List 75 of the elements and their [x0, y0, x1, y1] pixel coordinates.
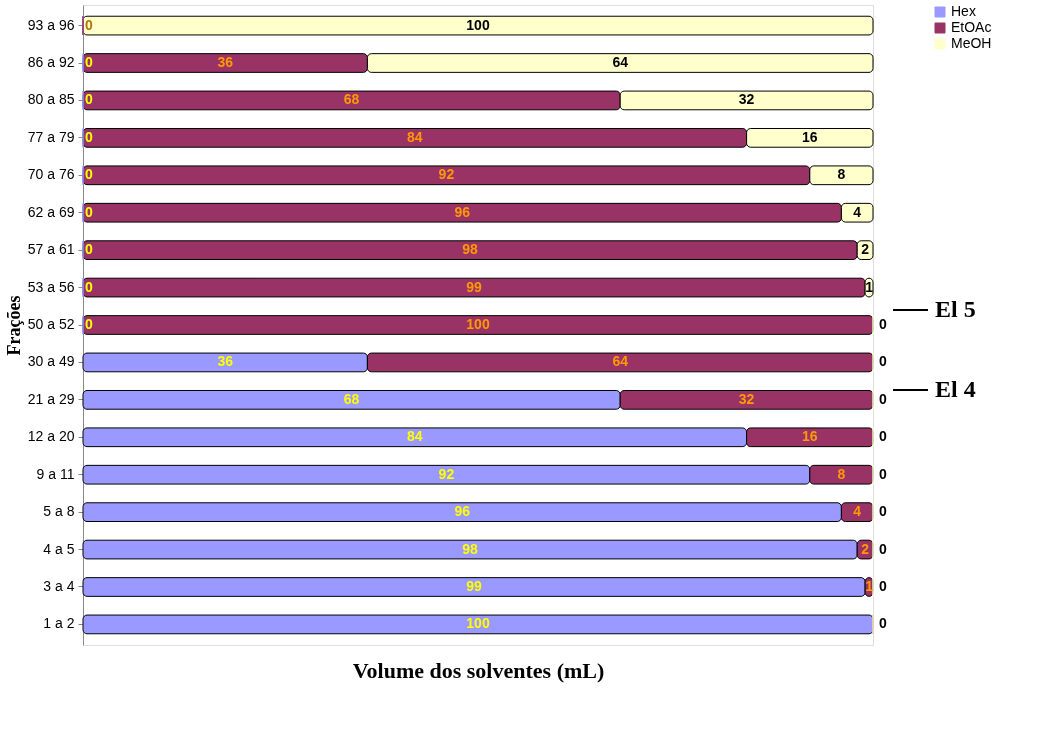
data-label: 1: [865, 278, 874, 295]
data-label: 92: [438, 465, 455, 482]
data-label: 68: [343, 390, 360, 407]
y-tick-label: 1 a 2: [43, 615, 75, 632]
data-label: 0: [85, 91, 93, 108]
data-label: 0: [85, 166, 93, 183]
y-tick-label: 57 a 61: [27, 241, 75, 258]
y-tick-label: 5 a 8: [43, 503, 75, 520]
y-tick-label: 53 a 56: [27, 278, 75, 295]
y-tick-label: 30 a 49: [27, 353, 75, 370]
data-label: 8: [837, 166, 846, 183]
data-label: 0: [85, 16, 93, 33]
y-tick-label: 21 a 29: [27, 390, 75, 407]
y-tick-label: 77 a 79: [27, 128, 75, 145]
data-label: 64: [612, 54, 629, 71]
data-label: 32: [738, 91, 755, 108]
data-label: 8: [837, 465, 846, 482]
data-label: 92: [438, 166, 455, 183]
y-tick-label: 93 a 96: [27, 16, 75, 33]
data-label: 4: [853, 503, 862, 520]
y-tick-label: 80 a 85: [27, 91, 75, 108]
data-label: 99: [466, 577, 483, 594]
data-label: 0: [85, 54, 93, 71]
data-label: 84: [407, 428, 423, 445]
data-label: 64: [612, 353, 629, 370]
data-label: 68: [343, 91, 360, 108]
x-axis-title: Volume dos solventes (mL): [352, 657, 605, 683]
y-tick-label: 70 a 76: [27, 166, 75, 183]
legend-label: Hex: [951, 3, 976, 19]
data-label: 0: [879, 465, 887, 482]
y-tick-label: 62 a 69: [27, 203, 75, 220]
bar: [82, 315, 874, 335]
data-label: 0: [85, 128, 93, 145]
data-label: 0: [85, 278, 93, 295]
data-label: 0: [879, 390, 887, 407]
y-tick-label: 86 a 92: [27, 54, 75, 71]
legend-label: MeOH: [951, 35, 992, 51]
data-label: 0: [879, 428, 887, 445]
data-label: 4: [853, 203, 862, 220]
data-label: 0: [85, 203, 93, 220]
y-tick-label: 12 a 20: [27, 428, 75, 445]
data-label: 0: [879, 615, 887, 632]
data-label: 99: [466, 278, 483, 295]
bar: [82, 614, 874, 635]
data-label: 98: [462, 241, 479, 258]
data-label: 32: [738, 390, 755, 407]
y-tick-label: 9 a 11: [36, 465, 75, 482]
data-label: 16: [802, 128, 818, 145]
data-label: 2: [861, 241, 870, 258]
data-label: 0: [879, 540, 887, 557]
data-label: 96: [454, 503, 471, 520]
data-label: 0: [85, 241, 93, 258]
data-label: 98: [462, 540, 479, 557]
data-label: 2: [861, 540, 870, 557]
data-label: 96: [454, 203, 471, 220]
legend-label: EtOAc: [951, 19, 992, 35]
data-label: 0: [85, 316, 93, 332]
data-label: 0: [879, 577, 887, 594]
data-label: 0: [879, 316, 887, 332]
data-label: 36: [217, 54, 234, 71]
data-label: 0: [879, 503, 887, 520]
y-tick-label: 3 a 4: [43, 577, 75, 594]
data-label: 36: [217, 353, 234, 370]
data-label: 0: [879, 353, 887, 370]
y-tick-label: 50 a 52: [27, 316, 75, 332]
text: El 4: [935, 376, 976, 402]
text: El 5: [935, 296, 976, 322]
data-label: 100: [466, 316, 490, 332]
bar: [82, 15, 874, 36]
data-label: 84: [407, 128, 423, 145]
y-tick-label: 4 a 5: [43, 540, 75, 557]
data-label: 16: [802, 428, 818, 445]
data-label: 100: [466, 615, 490, 632]
y-axis-title: Frações: [3, 295, 24, 356]
data-label: 100: [466, 16, 490, 33]
